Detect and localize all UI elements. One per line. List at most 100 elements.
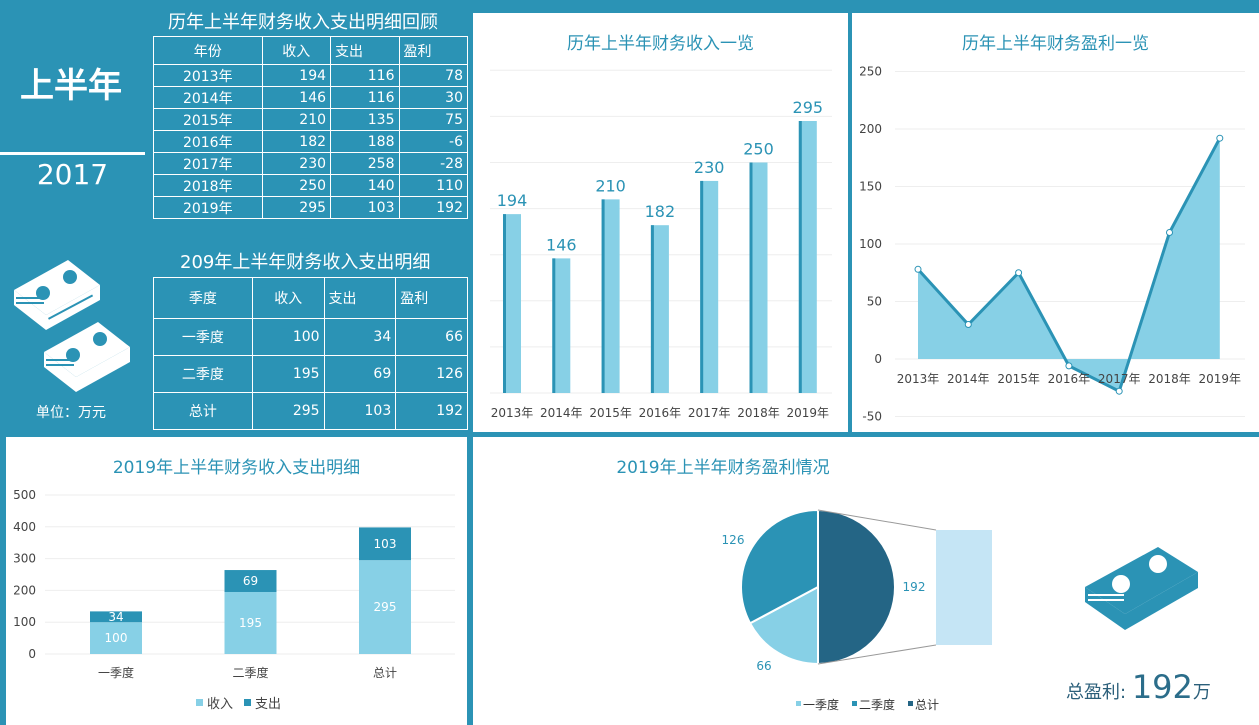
x-tick-label: 2013年 [491, 406, 534, 420]
table-cell: 192 [395, 392, 468, 430]
chart-title: 历年上半年财务收入一览 [567, 34, 754, 54]
divider [0, 152, 145, 155]
money-icon-blue [1085, 547, 1198, 630]
bar [503, 214, 521, 393]
column-header: 支出 [323, 277, 397, 319]
x-tick-label: 2019年 [1199, 372, 1242, 386]
total-unit: 万 [1192, 682, 1211, 703]
table-cell: 110 [398, 174, 468, 197]
data-point [1115, 387, 1123, 395]
data-label: 230 [694, 158, 725, 177]
y-tick-label: -50 [862, 410, 882, 424]
chart-title: 2019年上半年财务收入支出明细 [112, 458, 361, 478]
table-cell: 2018年 [153, 174, 263, 197]
data-label: 100 [105, 631, 128, 645]
table-cell: 295 [261, 196, 332, 219]
table-cell: 2019年 [153, 196, 263, 219]
chart-title: 历年上半年财务盈利一览 [962, 34, 1149, 54]
bar-income [359, 560, 411, 654]
connector-line [817, 509, 937, 531]
x-tick-label: 2016年 [639, 406, 682, 420]
legend-label: 支出 [255, 697, 281, 712]
bar-edge [749, 162, 753, 393]
x-tick-label: 2018年 [1148, 372, 1191, 386]
pie-slice [817, 508, 896, 666]
data-label: 194 [497, 191, 528, 210]
legend-swatch [796, 701, 801, 706]
area [918, 138, 1220, 392]
data-label: 69 [243, 574, 258, 588]
y-tick-label: 200 [859, 122, 882, 136]
detail-table: 季度 收入 支出 盈利 一季度 100 34 66 二季度 195 69 126 总计 295 103 192 [153, 277, 468, 430]
bar-edge [601, 199, 605, 393]
table-cell: 295 [251, 392, 325, 430]
bar-expense [224, 570, 277, 592]
table-row: 2018年 250 140 110 [153, 174, 468, 197]
table-cell: 一季度 [153, 318, 253, 356]
table-cell: 135 [330, 108, 400, 131]
unit-label: 单位：万元 [36, 405, 106, 421]
bar [749, 162, 768, 393]
x-tick-label: 2015年 [589, 406, 632, 420]
y-tick-label: 0 [874, 352, 882, 366]
history-title: 历年上半年财务收入支出明细回顾 [168, 12, 438, 33]
pie-slice [740, 508, 819, 625]
bar-expense [359, 527, 411, 561]
bar-income [224, 591, 277, 654]
x-tick-label: 总计 [373, 666, 397, 680]
connector-line [817, 644, 937, 665]
legend-swatch [852, 701, 857, 706]
data-label: 103 [374, 537, 397, 551]
bar-income [90, 622, 142, 654]
table-cell: 116 [330, 64, 400, 87]
legend-swatch [244, 699, 251, 706]
legend-swatch [196, 699, 203, 706]
legend-label: 总计 [915, 698, 939, 712]
history-table: 年份 收入 支出 盈利 2013年 194 116 78 2014年 146 116 30 2015年 2… [153, 36, 468, 219]
bar [650, 225, 669, 393]
y-tick-label: 400 [13, 520, 36, 534]
x-tick-label: 2015年 [997, 372, 1040, 386]
table-cell: 126 [395, 355, 468, 393]
table-row: 2017年 230 258 -28 [153, 152, 468, 175]
y-tick-label: 100 [859, 237, 882, 251]
data-label: 192 [903, 580, 926, 594]
table-cell: 116 [330, 86, 400, 109]
column-header: 年份 [153, 36, 263, 65]
x-tick-label: 2017年 [688, 406, 731, 420]
bar-edge [503, 214, 506, 393]
data-label: 195 [239, 616, 262, 630]
table-row: 2016年 182 188 -6 [153, 130, 468, 153]
bar [700, 180, 719, 393]
table-row: 总计 295 103 192 [153, 392, 468, 430]
bar-edge [700, 180, 704, 393]
half-year-label: 上半年 [20, 66, 122, 106]
column-header: 盈利 [398, 36, 468, 65]
data-point [964, 321, 972, 328]
column-header: 季度 [153, 277, 253, 319]
legend-label: 二季度 [859, 697, 895, 712]
table-cell: 103 [330, 196, 400, 219]
table-cell: 66 [395, 318, 468, 356]
table-cell: 194 [261, 64, 332, 87]
bar-edge [650, 225, 654, 393]
data-point [914, 265, 922, 273]
table-cell: 103 [323, 392, 397, 430]
y-tick-label: 150 [859, 180, 882, 194]
data-label: 146 [546, 235, 577, 254]
x-tick-label: 一季度 [98, 665, 134, 680]
y-tick-label: 0 [28, 647, 36, 661]
table-cell: 总计 [153, 392, 253, 430]
y-tick-label: 300 [13, 552, 36, 566]
data-point [1216, 134, 1224, 142]
table-row: 2014年 146 116 30 [153, 86, 468, 109]
data-label: 66 [756, 659, 771, 673]
bar [552, 258, 571, 393]
legend-label: 收入 [207, 697, 233, 712]
column-header: 盈利 [395, 277, 468, 319]
data-label: 295 [793, 98, 824, 117]
table-row: 一季度 100 34 66 [153, 318, 468, 356]
pie-slice [748, 585, 819, 666]
data-point [1166, 229, 1173, 236]
